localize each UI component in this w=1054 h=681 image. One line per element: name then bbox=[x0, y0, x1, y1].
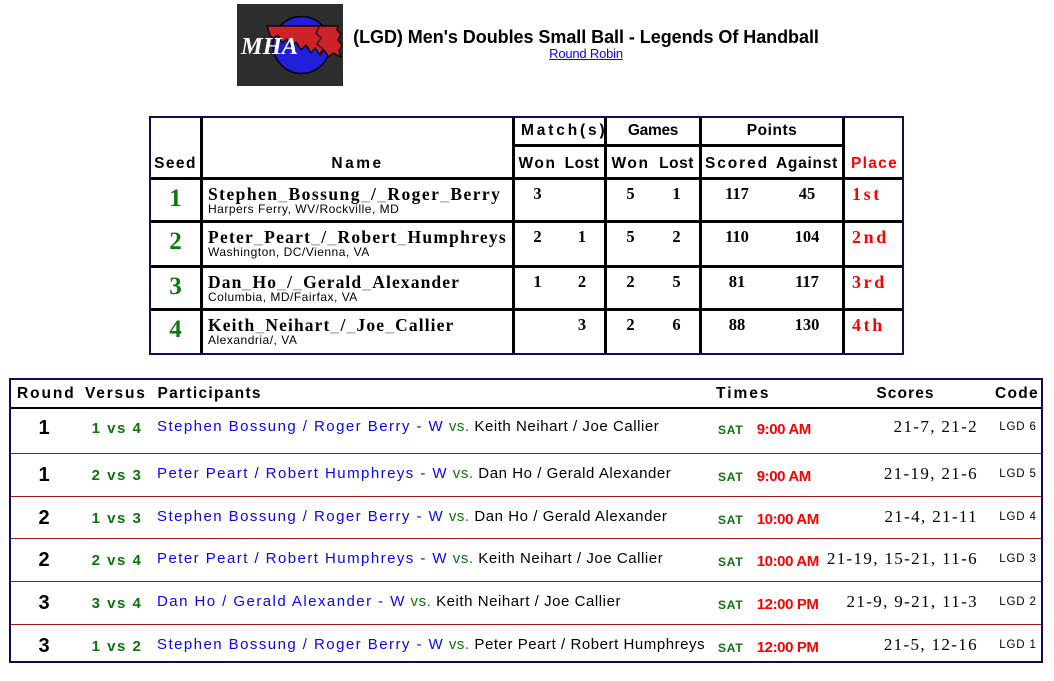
svg-text:MHA: MHA bbox=[240, 34, 298, 60]
